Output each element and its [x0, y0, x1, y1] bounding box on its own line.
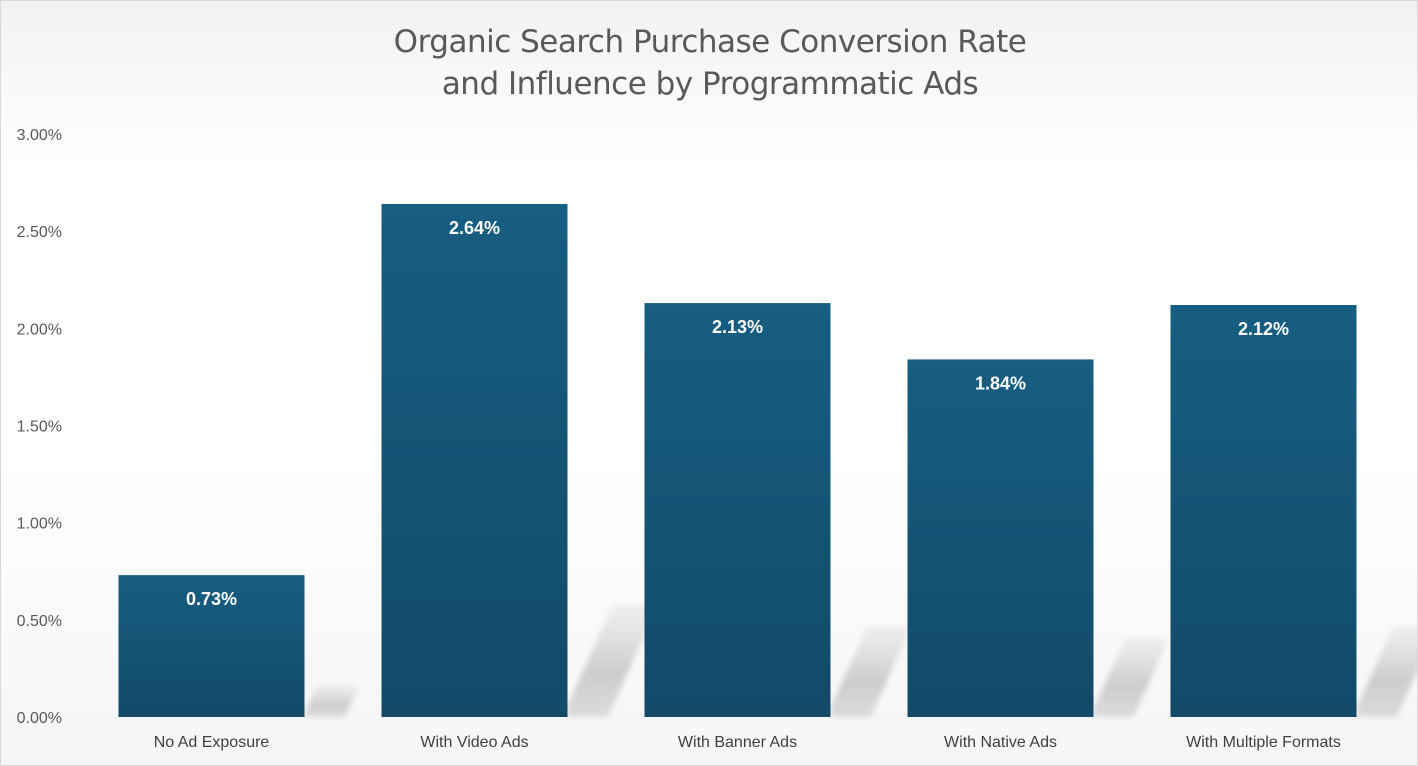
data-label: 2.64% — [449, 218, 500, 238]
chart-title: Organic Search Purchase Conversion Rate … — [1, 21, 1418, 105]
bar-shadow — [1093, 638, 1169, 717]
bar — [644, 303, 831, 717]
bar-shadow — [304, 685, 359, 717]
y-tick-label: 3.00% — [17, 127, 62, 144]
y-tick-label: 0.50% — [17, 613, 62, 630]
bar — [1170, 305, 1357, 717]
y-tick-label: 2.00% — [17, 321, 62, 338]
data-label: 2.12% — [1238, 319, 1289, 339]
data-label: 0.73% — [186, 589, 237, 609]
bar-shadow — [567, 604, 659, 717]
y-tick-label: 1.50% — [17, 419, 62, 436]
bars: 0.73% 2.64% 2.13% 1.84% 2.12% — [118, 203, 1357, 717]
x-axis: No Ad Exposure With Video Ads With Banner … — [154, 734, 1341, 751]
bar-shadow — [830, 625, 912, 717]
bar — [907, 359, 1094, 717]
y-axis: 0.00% 0.50% 1.00% 1.50% 2.00% 2.50% 3.00% — [17, 127, 62, 727]
chart-title-line-1: Organic Search Purchase Conversion Rate — [393, 24, 1027, 60]
bar-shadow — [1356, 626, 1418, 717]
bar — [381, 203, 568, 717]
x-tick-label: With Native Ads — [944, 734, 1057, 751]
x-tick-label: No Ad Exposure — [154, 734, 270, 751]
chart-title-line-2: and Influence by Programmatic Ads — [441, 66, 979, 102]
y-tick-label: 0.00% — [17, 710, 62, 727]
y-tick-label: 1.00% — [17, 516, 62, 533]
data-label: 2.13% — [712, 317, 763, 337]
y-tick-label: 2.50% — [17, 224, 62, 241]
data-label: 1.84% — [975, 373, 1026, 393]
x-tick-label: With Video Ads — [420, 734, 528, 751]
bar — [118, 575, 305, 717]
x-tick-label: With Multiple Formats — [1186, 734, 1341, 751]
bar-shadows — [304, 604, 1418, 717]
x-tick-label: With Banner Ads — [678, 734, 797, 751]
